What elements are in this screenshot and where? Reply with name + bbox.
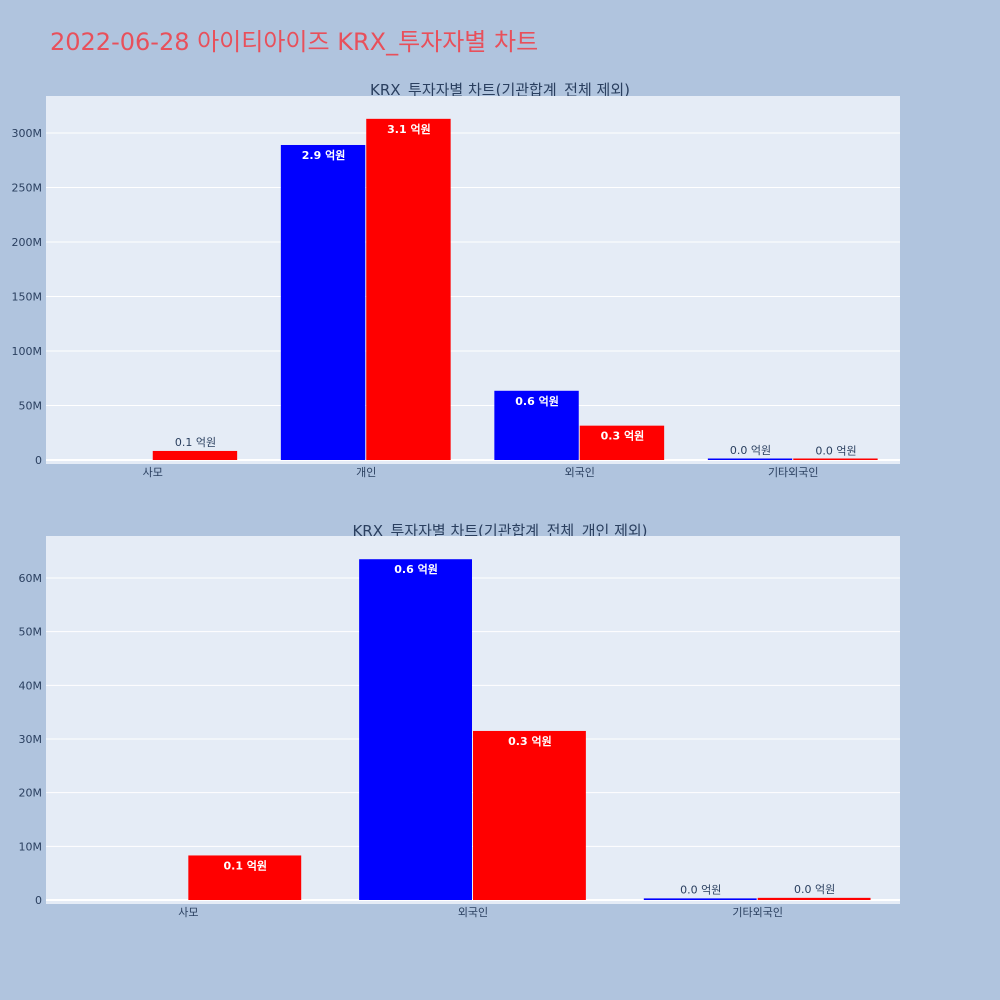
y-tick-label: 40M bbox=[19, 679, 43, 692]
bar-data-label: 3.1 억원 bbox=[387, 122, 431, 136]
x-tick-label: 외국인 bbox=[565, 466, 595, 479]
chart-1-investor-bar-chart: 0 50M 100M 150M 200M 250M 300M 사모 개인 외국인 기타외국인 2.9 … bbox=[12, 96, 900, 479]
x-tick-label: 사모 bbox=[143, 466, 163, 479]
bar-data-label: 0.1 억원 bbox=[175, 436, 216, 449]
bar-data-label: 0.3 억원 bbox=[508, 734, 552, 748]
chart-2-title: KRX_투자자별 차트(기관합계_전체_개인 제외) bbox=[352, 522, 648, 540]
y-tick-label: 200M bbox=[12, 236, 43, 249]
bar-data-label: 0.0 억원 bbox=[794, 883, 835, 896]
y-tick-label: 150M bbox=[12, 291, 43, 304]
bar-data-label: 2.9 억원 bbox=[302, 148, 346, 162]
bar-series-2-기타외국인 bbox=[757, 897, 871, 900]
chart-1-title: KRX_투자자별 차트(기관합계_전체 제외) bbox=[370, 81, 630, 99]
x-tick-label: 개인 bbox=[356, 466, 376, 479]
bar-series-1-기타외국인 bbox=[643, 898, 757, 900]
bar-data-label: 0.0 억원 bbox=[730, 444, 771, 457]
x-tick-label: 기타외국인 bbox=[768, 466, 819, 479]
y-tick-label: 250M bbox=[12, 182, 43, 195]
bar-series-1-외국인 bbox=[494, 390, 579, 460]
bar-series-1-개인 bbox=[280, 144, 366, 461]
page-title: 2022-06-28 아이티아이즈 KRX_투자자별 차트 bbox=[50, 28, 539, 56]
y-tick-label: 100M bbox=[12, 345, 43, 358]
bar-series-2-사모 bbox=[152, 450, 238, 460]
bar-series-2-개인 bbox=[366, 118, 451, 460]
bar-series-2-외국인 bbox=[473, 730, 586, 900]
bar-series-1-기타외국인 bbox=[707, 458, 793, 460]
y-tick-label: 0 bbox=[35, 894, 42, 907]
y-tick-label: 50M bbox=[19, 626, 43, 639]
bar-series-2-사모 bbox=[188, 855, 302, 900]
y-tick-label: 20M bbox=[19, 787, 43, 800]
y-tick-label: 30M bbox=[19, 733, 43, 746]
y-tick-label: 60M bbox=[19, 572, 43, 585]
y-tick-label: 10M bbox=[19, 840, 43, 853]
y-tick-label: 300M bbox=[12, 127, 43, 140]
bar-data-label: 0.0 억원 bbox=[815, 444, 856, 457]
bar-series-2-기타외국인 bbox=[793, 458, 878, 460]
bar-series-2-외국인 bbox=[579, 425, 665, 460]
x-tick-label: 사모 bbox=[178, 906, 198, 919]
bar-data-label: 0.6 억원 bbox=[394, 562, 438, 576]
y-tick-label: 0 bbox=[35, 454, 42, 467]
x-tick-label: 외국인 bbox=[458, 906, 488, 919]
bar-data-label: 0.0 억원 bbox=[680, 883, 721, 896]
plot-area bbox=[46, 96, 900, 464]
bar-data-label: 0.1 억원 bbox=[223, 858, 267, 872]
bar-series-1-외국인 bbox=[359, 559, 472, 900]
y-tick-label: 50M bbox=[19, 400, 43, 413]
bar-data-label: 0.3 억원 bbox=[601, 429, 645, 443]
x-tick-label: 기타외국인 bbox=[732, 906, 783, 919]
bar-data-label: 0.6 억원 bbox=[515, 394, 559, 408]
